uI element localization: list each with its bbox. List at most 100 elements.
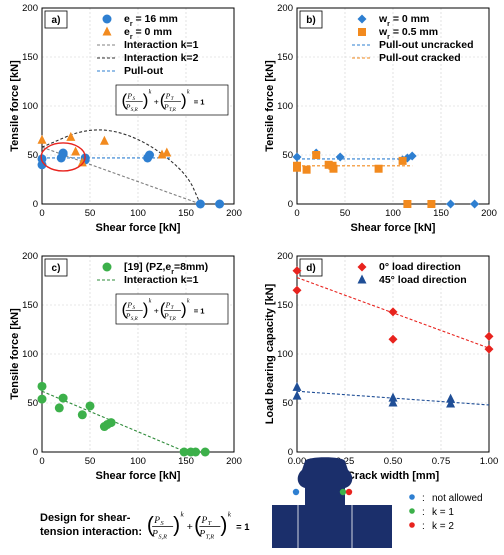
- eq-term-shear: P SP S,R() k: [121, 298, 151, 322]
- y-tick-label: 100: [277, 349, 293, 360]
- data-point: [312, 151, 321, 159]
- data-point: [388, 307, 398, 317]
- legend-dot-red: [409, 522, 415, 528]
- x-tick-label: 150: [433, 208, 449, 219]
- eq-paren-right: ): [143, 90, 149, 109]
- data-point: [293, 163, 301, 172]
- legend-label-k1: k = 1: [432, 507, 454, 518]
- panel-label-box: [299, 10, 323, 29]
- eq-numerator: P: [200, 516, 207, 526]
- y-tick-label: 150: [277, 52, 293, 63]
- data-point: [329, 164, 338, 173]
- data-point: [335, 152, 345, 162]
- panel-label-box: [299, 258, 323, 277]
- legend-dot-blue: [409, 494, 415, 500]
- data-point: [292, 390, 302, 400]
- data-point: [179, 447, 189, 457]
- legend-label: wr = 0 mm: [378, 13, 429, 28]
- legend-label: Pull-out: [124, 65, 164, 77]
- eq-numerator-sub: S: [133, 305, 136, 311]
- x-tick-label: 0.50: [384, 456, 403, 467]
- eq-numerator-sub: S: [161, 520, 165, 527]
- eq-paren-left: (: [147, 513, 154, 536]
- y-tick-label: 150: [22, 52, 38, 63]
- data-point: [200, 447, 210, 457]
- y-tick-label: 100: [22, 349, 38, 360]
- data-point: [37, 394, 47, 404]
- legend-label-not-allowed: not allowed: [432, 493, 483, 504]
- data-point: [292, 285, 302, 295]
- data-point: [85, 401, 95, 411]
- y-tick-label: 0: [33, 199, 38, 210]
- legend-marker: [102, 26, 112, 36]
- data-point: [58, 148, 68, 158]
- eq-paren-left: (: [160, 90, 166, 109]
- anchor-head: [297, 457, 353, 505]
- eq-plus: +: [154, 305, 159, 315]
- eq-numerator: P: [126, 91, 132, 100]
- data-point: [215, 199, 225, 209]
- x-tick-label: 0.00: [288, 456, 307, 467]
- x-tick-label: 100: [130, 456, 146, 467]
- y-tick-label: 50: [282, 398, 293, 409]
- legend-dot-green: [409, 508, 415, 514]
- y-tick-label: 200: [22, 3, 38, 14]
- legend-label: 0° load direction: [379, 261, 461, 273]
- eq-term-tension: P TP T,R() k: [160, 89, 190, 113]
- legend-label: 45° load direction: [379, 274, 467, 286]
- panel-label-box: [44, 258, 68, 277]
- y-tick-label: 100: [22, 101, 38, 112]
- eq-denominator: P: [125, 103, 131, 112]
- design-text-line1: Design for shear-: [40, 512, 131, 524]
- eq-denominator: P: [163, 103, 169, 112]
- eq-term-tension: P TP T,R() k: [194, 510, 232, 541]
- x-tick-label: 50: [340, 208, 351, 219]
- equation-frame: [115, 84, 229, 116]
- legend-sep: :: [422, 521, 425, 532]
- x-tick-label: 50: [85, 456, 96, 467]
- data-point: [446, 199, 456, 209]
- x-tick-label: 0.75: [432, 456, 451, 467]
- x-tick-label: 50: [85, 208, 96, 219]
- data-point: [37, 134, 47, 144]
- series-line: [41, 129, 201, 205]
- x-tick-label: 200: [226, 208, 242, 219]
- legend: [19] (PZ,er=8mm)Interaction k=1: [97, 261, 208, 286]
- anchor-blue-dot: [292, 488, 300, 496]
- data-point: [58, 393, 68, 403]
- panel-label-box: [44, 10, 68, 29]
- legend-label: Interaction k=2: [124, 52, 199, 64]
- panel-label: c): [44, 258, 68, 277]
- chart-panels: 0 50 100 150 200 0 50 100 150 200 Shear force [kN]…: [9, 3, 498, 482]
- eq-paren-right: ): [143, 299, 149, 318]
- legend-label: er = 16 mm: [124, 13, 178, 28]
- eq-paren-left: (: [194, 513, 201, 536]
- chart-panel-1: 0 50 100 150 200 0 50 100 150 200 Shear force [kN]…: [9, 3, 242, 234]
- design-section: Design for shear- tension interaction: P…: [40, 457, 483, 548]
- chart-panel-2: 0 50 100 150 200 0 50 100 150 200 Shear force [kN]…: [264, 3, 497, 234]
- data-point: [191, 447, 201, 457]
- eq-exponent: k: [149, 298, 152, 304]
- eq-exponent: k: [228, 510, 232, 519]
- design-text-line2: tension interaction:: [40, 526, 142, 538]
- data-point: [388, 334, 398, 344]
- equation-frame: [115, 293, 229, 325]
- eq-denominator-sub: T,R: [206, 534, 215, 541]
- eq-denominator-sub: S,R: [158, 534, 167, 541]
- eq-numerator: P: [165, 300, 171, 309]
- eq-numerator: P: [126, 300, 132, 309]
- eq-paren-right: ): [173, 513, 180, 536]
- legend-sep: :: [422, 493, 425, 504]
- plot-border: [296, 7, 490, 205]
- eq-paren-left: (: [121, 299, 127, 318]
- legend-sep: :: [422, 507, 425, 518]
- legend-label: Pull-out uncracked: [379, 39, 474, 51]
- eq-paren-left: (: [121, 90, 127, 109]
- y-tick-label: 200: [277, 251, 293, 262]
- x-axis-label: Crack width [mm]: [347, 470, 440, 482]
- anchor-base-plate: [272, 505, 392, 548]
- eq-numerator-sub: T: [171, 96, 175, 102]
